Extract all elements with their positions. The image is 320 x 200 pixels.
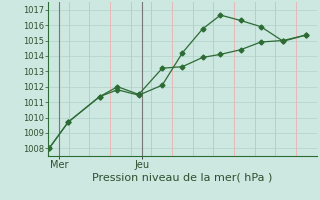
- X-axis label: Pression niveau de la mer( hPa ): Pression niveau de la mer( hPa ): [92, 173, 273, 183]
